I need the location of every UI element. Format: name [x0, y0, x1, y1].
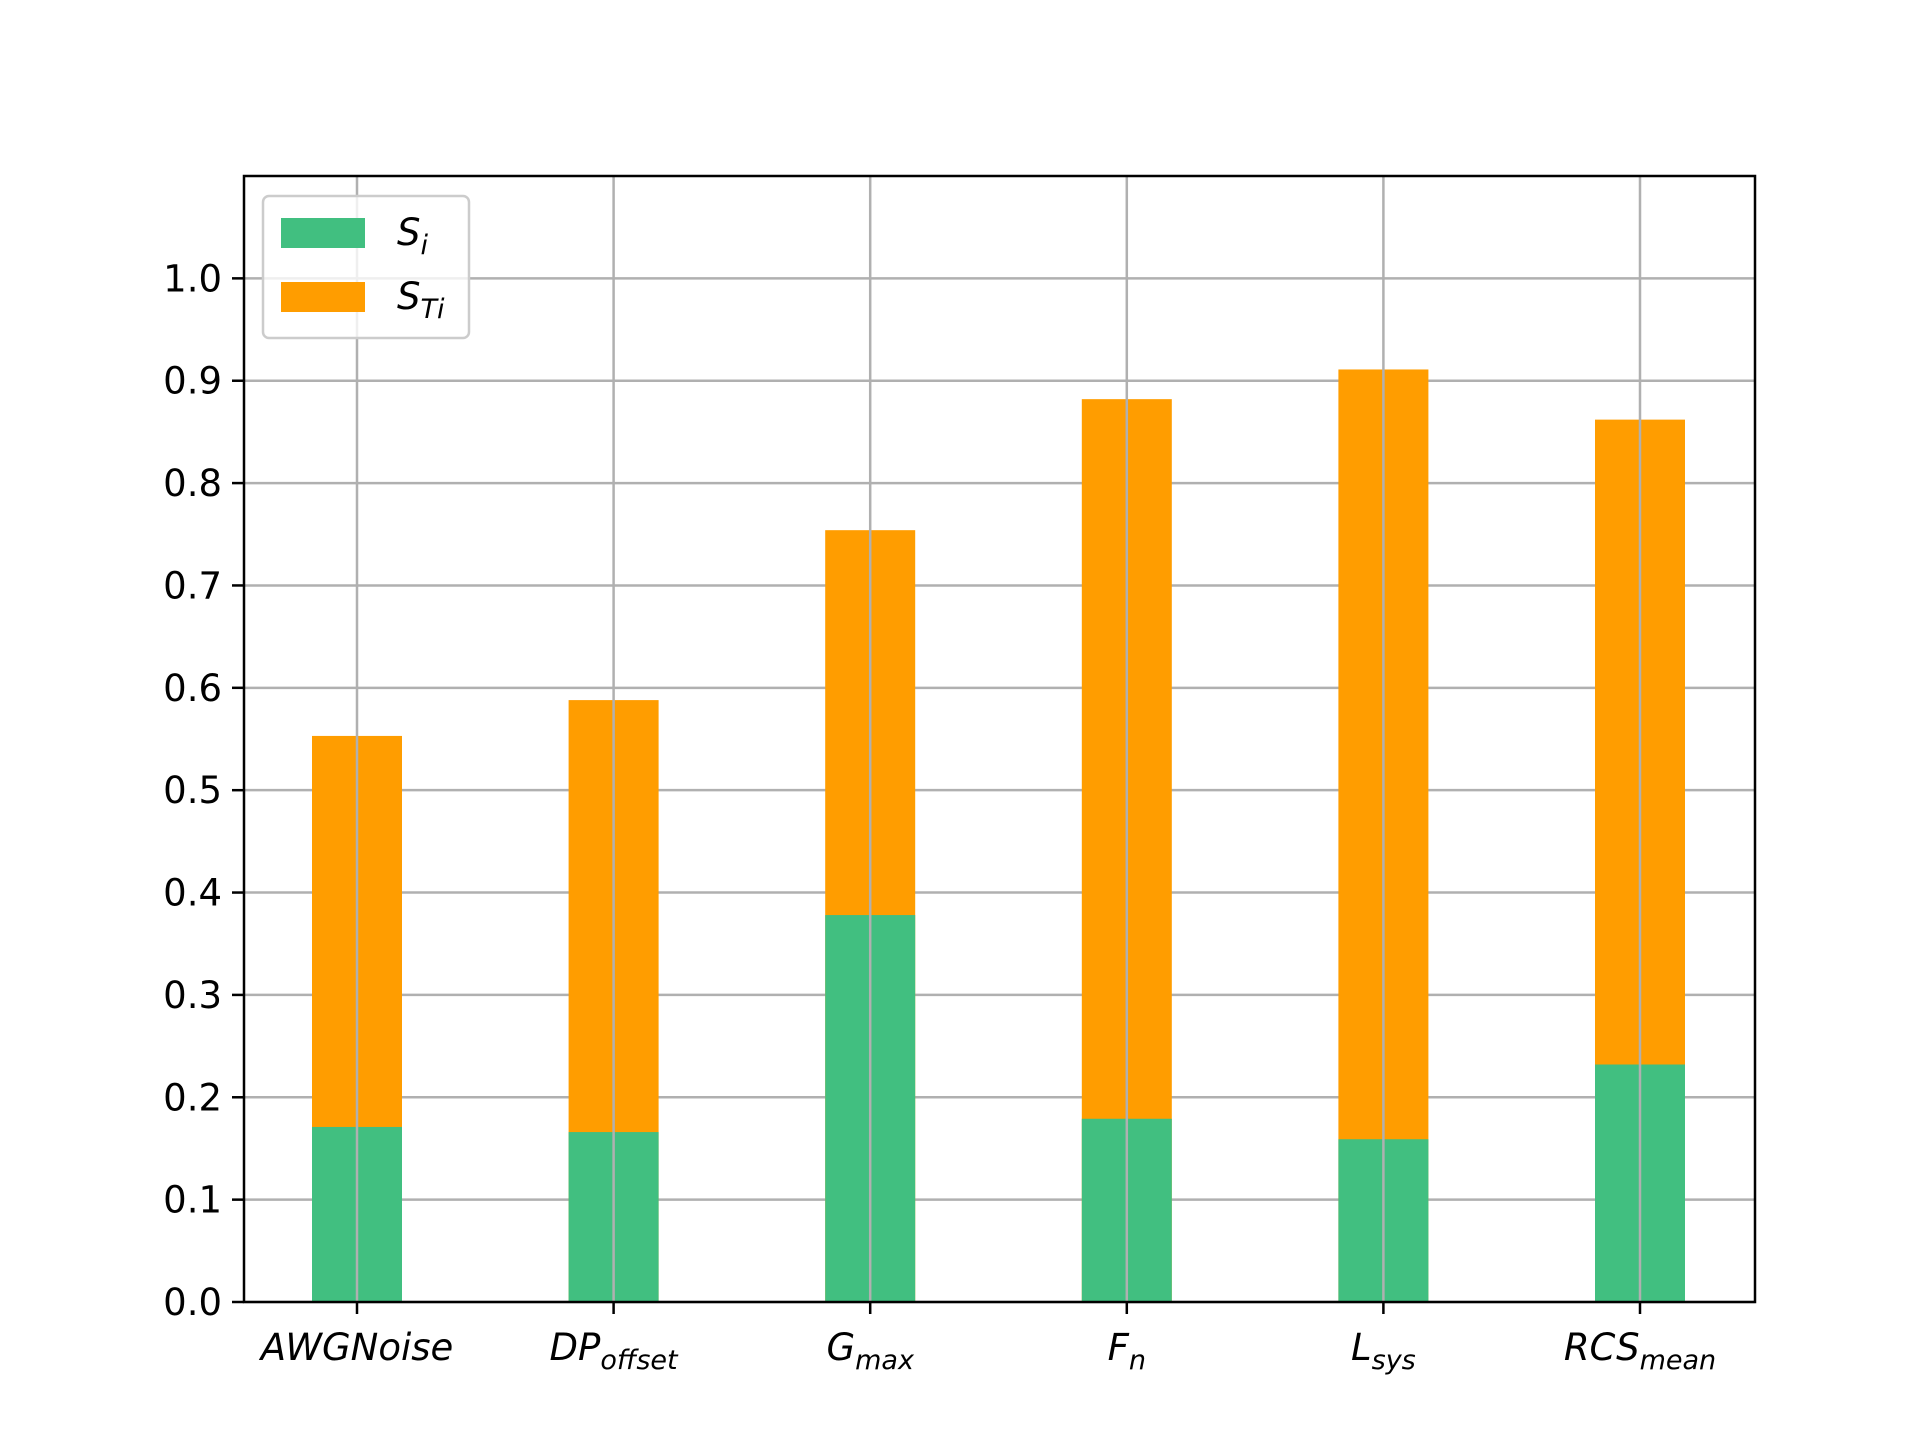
y-tick-label: 0.6: [163, 667, 222, 710]
axis-ticks: 0.0 0.1 0.2 0.3 0.4 0.5 0.6 0.7 0.8 0.9 1.0 AWGNois…: [163, 257, 1716, 1376]
y-tick-label: 0.4: [163, 872, 222, 915]
x-tick-label: DPoffset: [550, 1326, 679, 1376]
x-tick-label: RCSmean: [1564, 1326, 1716, 1376]
y-tick-label: 0.1: [163, 1179, 222, 1222]
x-tick-label: Gmax: [826, 1326, 915, 1376]
axes-frame: [242, 174, 1757, 1304]
legend-label-1: STi: [397, 275, 445, 325]
bars: [312, 176, 1685, 1303]
x-tick-label: AWGNoise: [259, 1326, 454, 1369]
x-tick-label: Lsys: [1351, 1326, 1416, 1376]
legend-swatch-0: [281, 218, 365, 248]
y-tick-label: 0.5: [163, 769, 222, 812]
x-tick-label: Fn: [1108, 1326, 1146, 1376]
legend-label-0: Si: [397, 211, 429, 261]
y-tick-label: 0.7: [163, 564, 222, 607]
y-tick-label: 0.3: [163, 974, 222, 1017]
y-tick-label: 0.9: [163, 360, 222, 403]
legend-swatch-1: [281, 282, 365, 312]
legend: Si STi: [261, 194, 471, 340]
grid-lines: [244, 277, 1755, 1304]
y-tick-label: 0.0: [163, 1281, 222, 1324]
y-tick-label: 0.8: [163, 462, 222, 505]
y-tick-label: 0.2: [163, 1076, 222, 1119]
y-tick-label: 1.0: [163, 257, 222, 300]
